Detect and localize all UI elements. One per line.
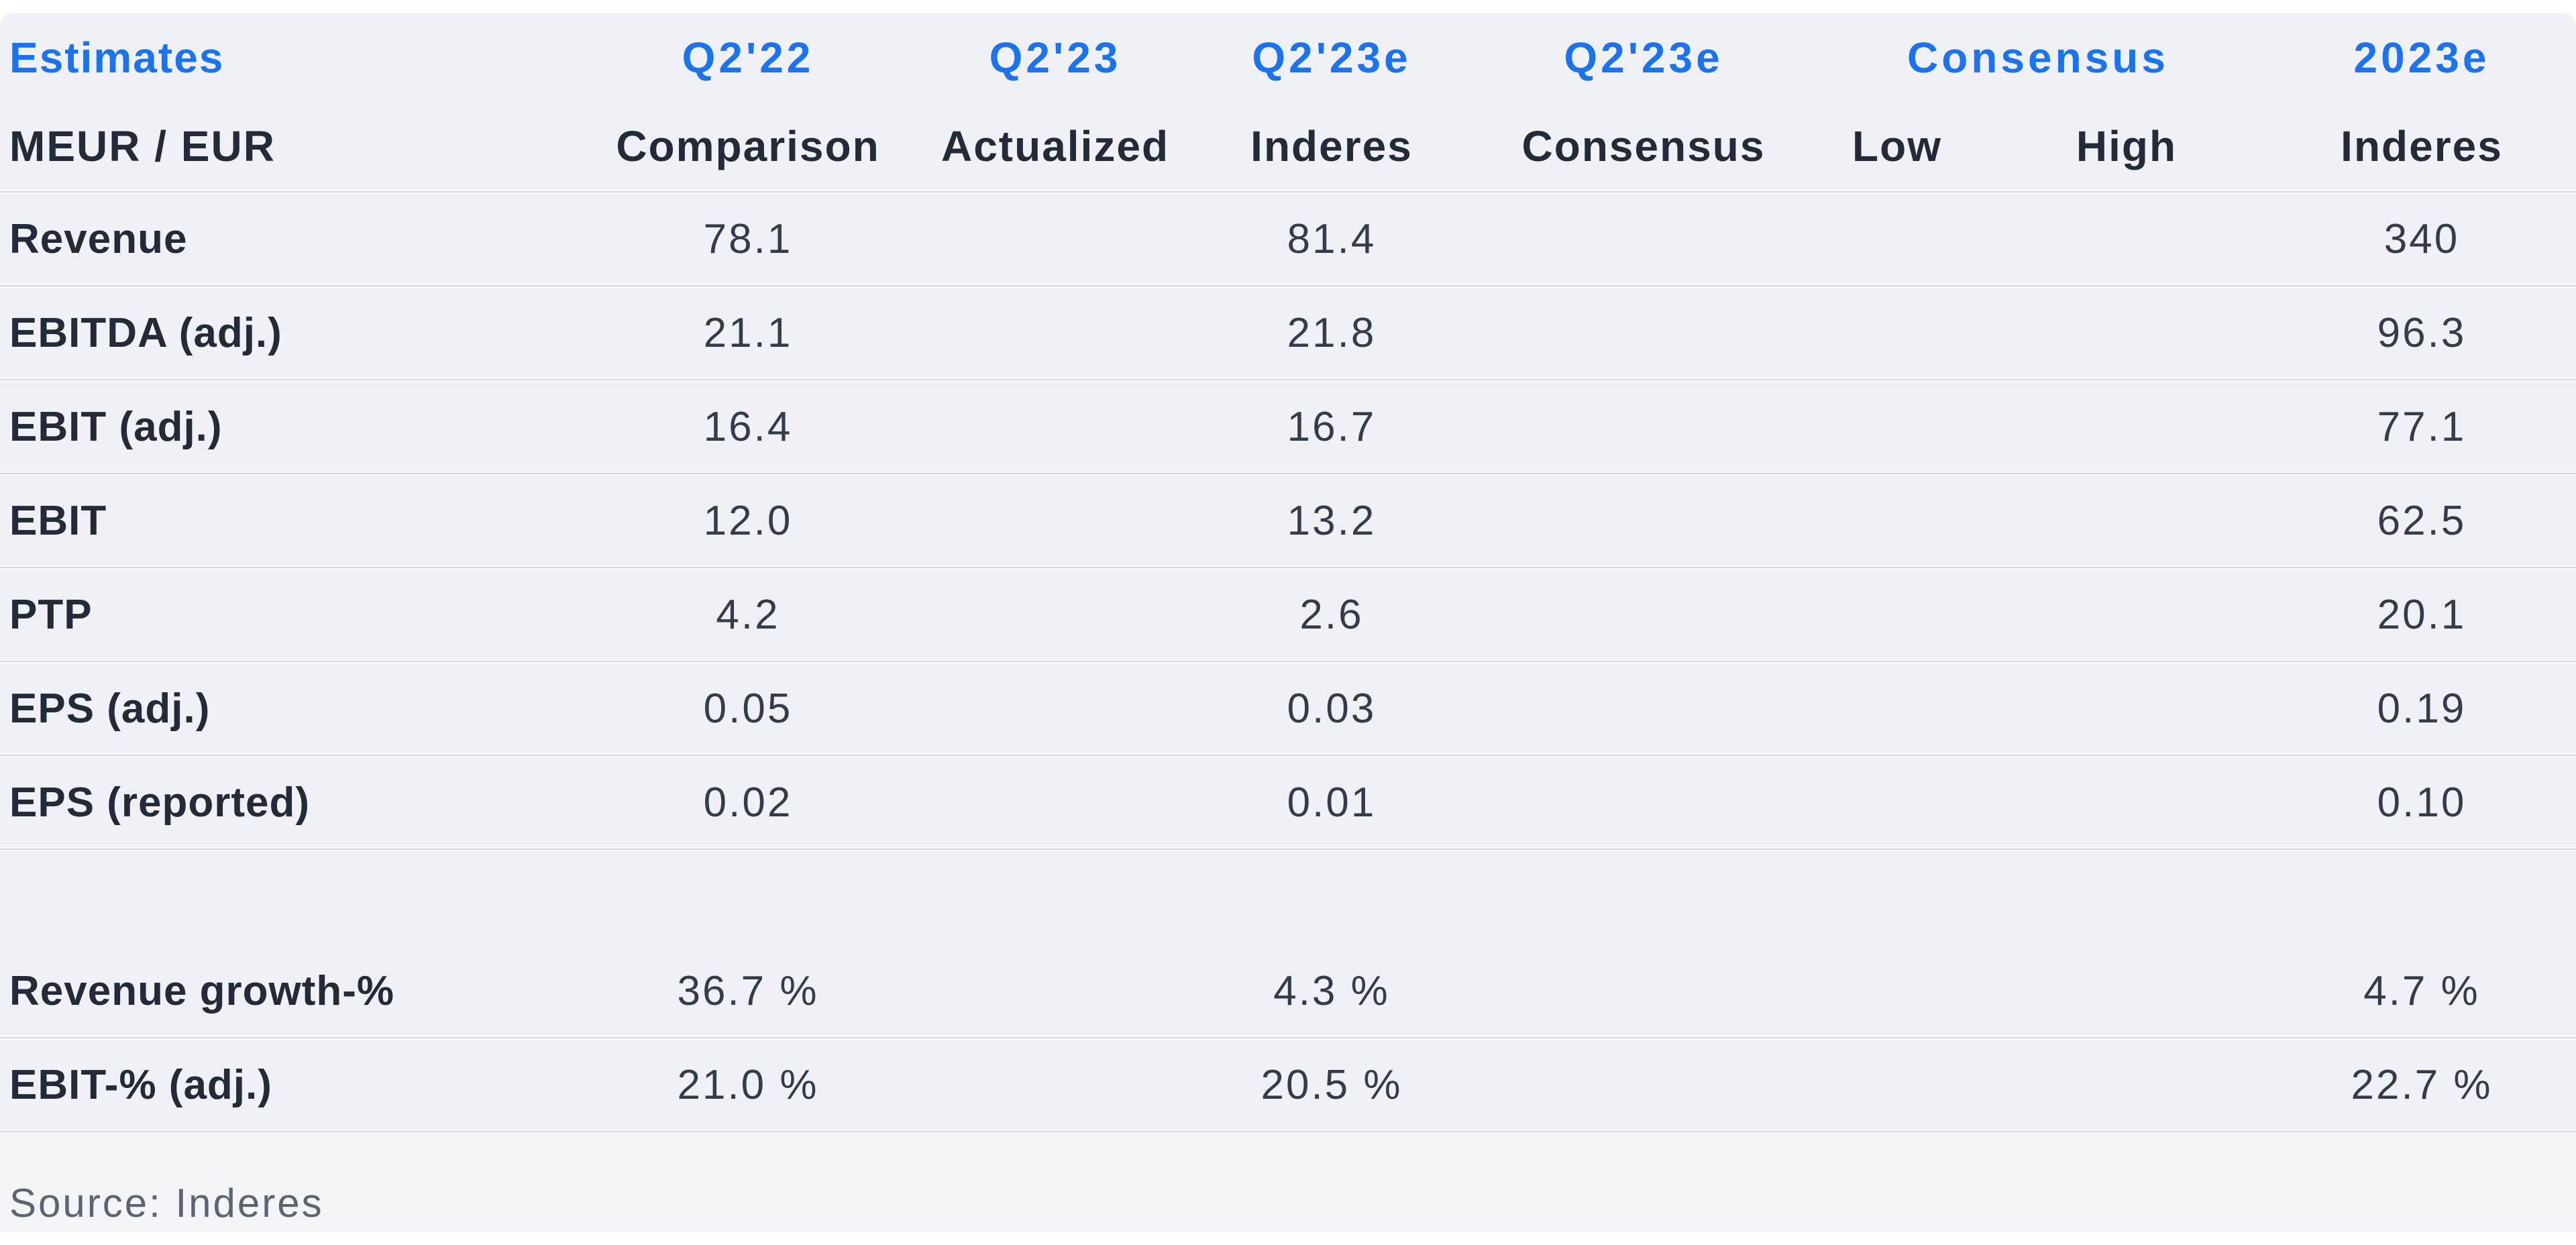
cell-comparison: 16.4 [703, 403, 793, 450]
row-label: EBIT (adj.) [9, 403, 223, 450]
divider [0, 565, 2576, 570]
cell-inderes-q: 81.4 [1287, 215, 1377, 262]
cell-inderes-q: 2.6 [1299, 591, 1364, 638]
cell-inderes-q: 4.3 % [1273, 967, 1390, 1014]
table-row-eps-adj: EPS (adj.) 0.05 0.03 0.19 [0, 663, 2576, 753]
cell-inderes-fy: 340 [2383, 215, 2460, 262]
divider [0, 1036, 2576, 1040]
table-row-ebit: EBIT 12.0 13.2 62.5 [0, 476, 2576, 565]
cell-inderes-q: 0.01 [1287, 779, 1377, 826]
cell-inderes-fy: 4.7 % [2363, 967, 2480, 1014]
row-label: PTP [9, 591, 93, 638]
table-row-revenue: Revenue 78.1 81.4 340 [0, 194, 2576, 284]
cell-comparison: 0.02 [703, 779, 793, 826]
divider [0, 1130, 2576, 1134]
cell-comparison: 21.1 [703, 309, 793, 356]
table-title: Estimates [9, 34, 225, 82]
cell-comparison: 0.05 [703, 685, 793, 732]
cell-inderes-q: 0.03 [1287, 685, 1377, 732]
cell-inderes-q: 13.2 [1287, 497, 1377, 544]
cell-inderes-fy: 20.1 [2377, 591, 2467, 638]
subheader-comparison: Comparison [616, 121, 880, 170]
cell-inderes-fy: 0.10 [2377, 779, 2467, 826]
row-label: Revenue [9, 215, 188, 262]
subheader-inderes-fy: Inderes [2341, 121, 2503, 170]
header-row-top: Estimates Q2'22 Q2'23 Q2'23e Q2'23e Cons… [0, 13, 2576, 102]
cell-comparison: 36.7 % [677, 967, 819, 1014]
subheader-high: High [2076, 121, 2178, 170]
source-label: Source: Inderes [9, 1181, 324, 1226]
estimates-table-panel: Estimates Q2'22 Q2'23 Q2'23e Q2'23e Cons… [0, 13, 2576, 1232]
cell-inderes-fy: 62.5 [2377, 497, 2467, 544]
col-header-q222: Q2'22 [682, 34, 814, 82]
divider [0, 284, 2576, 288]
cell-inderes-fy: 96.3 [2377, 309, 2467, 356]
cell-comparison: 12.0 [703, 497, 793, 544]
subheader-actualized: Actualized [941, 121, 1170, 170]
row-label: EBITDA (adj.) [9, 309, 282, 356]
row-label: Revenue growth-% [9, 967, 395, 1014]
cell-inderes-q: 21.8 [1287, 309, 1377, 356]
col-header-q223: Q2'23 [989, 34, 1122, 82]
table-row-ebitda-adj: EBITDA (adj.) 21.1 21.8 96.3 [0, 288, 2576, 378]
col-header-consensus-group: Consensus [1907, 34, 2169, 82]
row-label: EBIT [9, 497, 107, 544]
row-label: EPS (reported) [9, 779, 311, 826]
spacer-row [0, 851, 2576, 946]
divider [0, 378, 2576, 382]
col-header-q223e-inderes: Q2'23e [1252, 34, 1411, 82]
table-row-revenue-growth-pct: Revenue growth-% 36.7 % 4.3 % 4.7 % [0, 946, 2576, 1036]
cell-inderes-q: 16.7 [1287, 403, 1377, 450]
subheader-low: Low [1852, 121, 1942, 170]
table-row-eps-reported: EPS (reported) 0.02 0.01 0.10 [0, 757, 2576, 847]
col-header-2023e: 2023e [2353, 34, 2490, 82]
divider [0, 753, 2576, 757]
row-label: EPS (adj.) [9, 685, 211, 732]
source-row: Source: Inderes [0, 1134, 2576, 1232]
col-header-q223e-consensus: Q2'23e [1564, 34, 1723, 82]
cell-comparison: 4.2 [716, 591, 780, 638]
header-row-bottom: MEUR / EUR Comparison Actualized Inderes… [0, 102, 2576, 190]
cell-inderes-fy: 22.7 % [2351, 1061, 2493, 1108]
divider [0, 659, 2576, 663]
divider [0, 472, 2576, 476]
divider [0, 190, 2576, 194]
cell-inderes-fy: 77.1 [2377, 403, 2467, 450]
cell-comparison: 21.0 % [677, 1061, 819, 1108]
subheader-inderes-q: Inderes [1250, 121, 1413, 170]
divider [0, 847, 2576, 851]
cell-inderes-q: 20.5 % [1260, 1061, 1403, 1108]
table-row-ebit-pct-adj: EBIT-% (adj.) 21.0 % 20.5 % 22.7 % [0, 1040, 2576, 1130]
table-row-ebit-adj: EBIT (adj.) 16.4 16.7 77.1 [0, 382, 2576, 472]
cell-comparison: 78.1 [703, 215, 793, 262]
row-label: EBIT-% (adj.) [9, 1061, 272, 1108]
table-row-ptp: PTP 4.2 2.6 20.1 [0, 570, 2576, 659]
cell-inderes-fy: 0.19 [2377, 685, 2467, 732]
unit-label: MEUR / EUR [9, 121, 276, 170]
subheader-consensus: Consensus [1521, 121, 1766, 170]
